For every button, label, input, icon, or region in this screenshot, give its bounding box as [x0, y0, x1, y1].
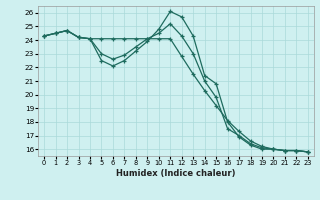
X-axis label: Humidex (Indice chaleur): Humidex (Indice chaleur): [116, 169, 236, 178]
